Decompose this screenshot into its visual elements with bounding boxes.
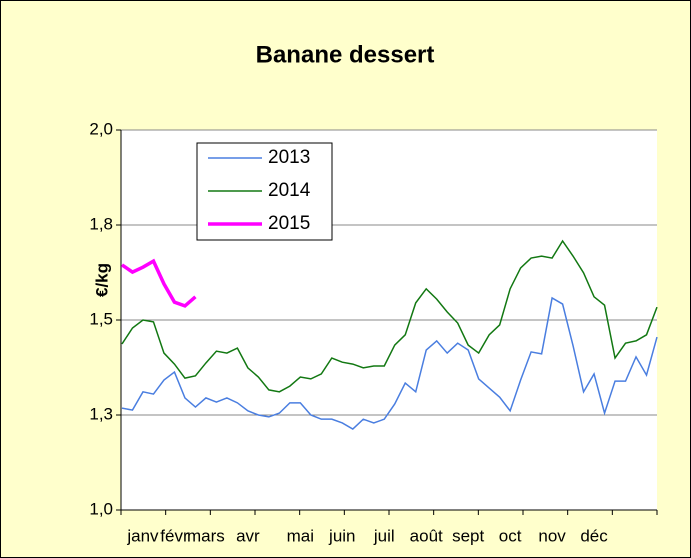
x-tick-label: juin bbox=[328, 526, 355, 545]
y-tick-label: 1,5 bbox=[89, 309, 113, 328]
y-axis-label: €/kg bbox=[92, 263, 111, 297]
x-tick-label: juil bbox=[373, 526, 395, 545]
legend-label: 2013 bbox=[268, 147, 310, 168]
chart-title: Banane dessert bbox=[256, 41, 435, 68]
legend-label: 2015 bbox=[268, 213, 310, 234]
line-series bbox=[121, 296, 658, 430]
line-series bbox=[121, 239, 658, 393]
x-tick-label: août bbox=[410, 526, 443, 545]
x-tick-label: janv bbox=[126, 526, 159, 545]
line-series bbox=[121, 258, 197, 308]
x-tick-label: mai bbox=[287, 526, 314, 545]
x-tick-label: févr bbox=[160, 526, 189, 545]
x-tick-label: sept bbox=[452, 526, 484, 545]
legend-label: 2014 bbox=[268, 180, 311, 201]
x-tick-label: déc bbox=[580, 526, 608, 545]
x-tick-label: nov bbox=[538, 526, 566, 545]
y-tick-label: 1,8 bbox=[89, 214, 113, 233]
y-tick-label: 2,0 bbox=[89, 119, 113, 138]
x-tick-label: avr bbox=[236, 526, 260, 545]
y-tick-label: 1,3 bbox=[89, 404, 113, 423]
x-tick-label: oct bbox=[499, 526, 522, 545]
y-tick-label: 1,0 bbox=[89, 499, 113, 518]
x-tick-label: mars bbox=[187, 526, 225, 545]
